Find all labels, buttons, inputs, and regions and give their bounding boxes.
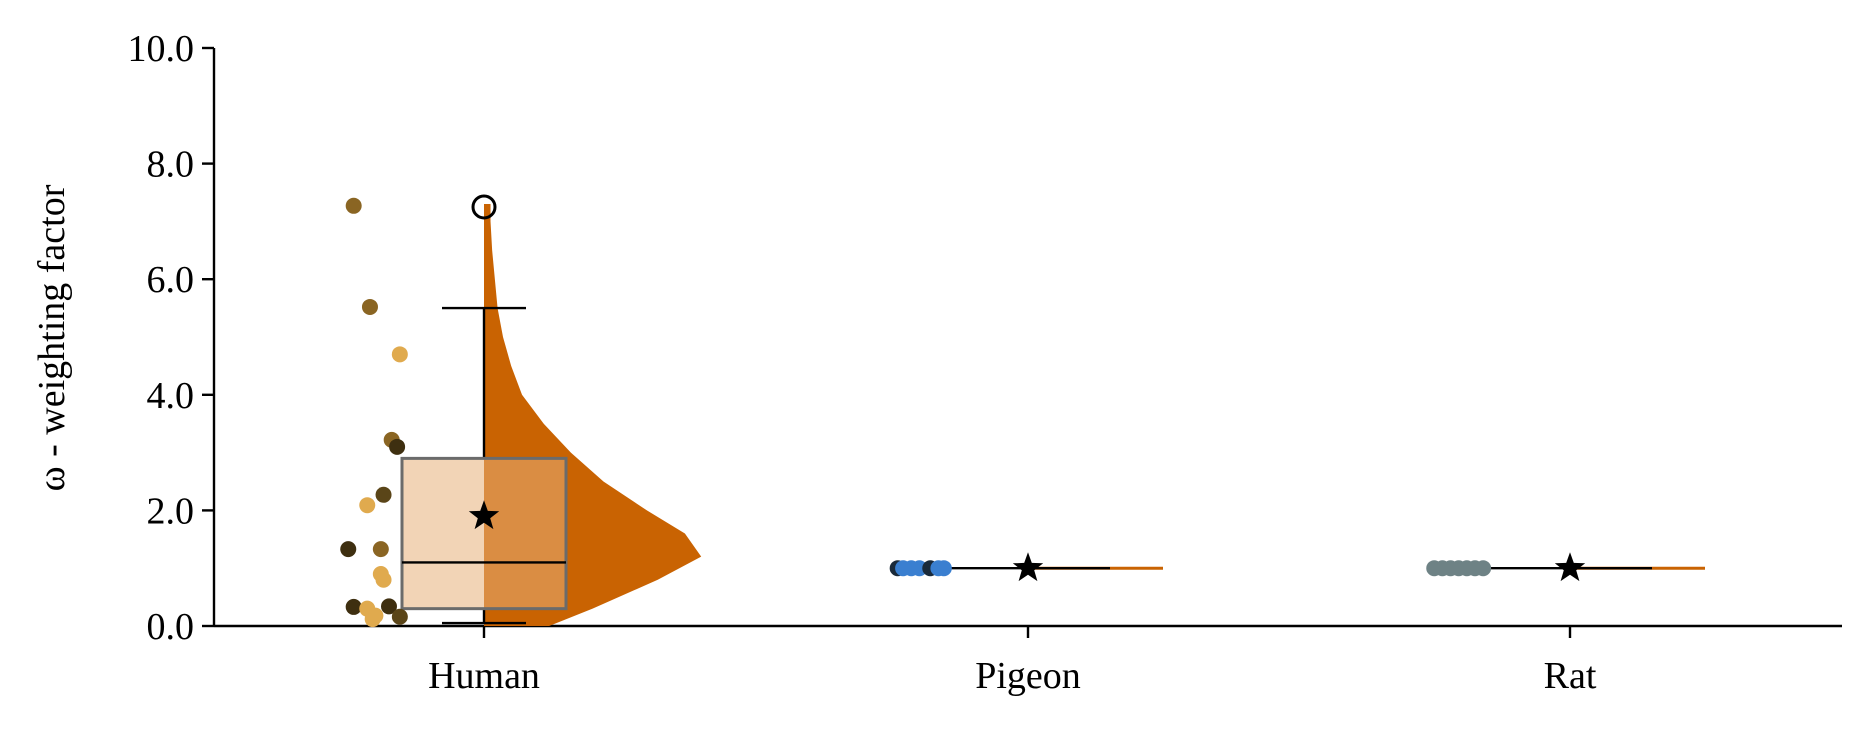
axes: 0.0 2.0 4.0 6.0 8.0 10.0 Human Pigeon Rat <box>128 28 1842 697</box>
strip-point <box>359 497 376 514</box>
y-tick-label: 10.0 <box>128 28 195 70</box>
strip-point <box>389 438 406 455</box>
mean-star <box>1012 552 1044 582</box>
y-tick-label: 0.0 <box>147 606 195 648</box>
strip-point <box>391 346 408 363</box>
x-tick-label: Rat <box>1544 655 1597 697</box>
outlier-point <box>471 194 497 220</box>
strip-point <box>372 541 389 558</box>
strip-point <box>364 611 381 628</box>
y-tick-label: 8.0 <box>147 144 195 186</box>
strip-point <box>340 541 357 558</box>
mean-star <box>1554 552 1586 582</box>
strip-point <box>361 298 378 315</box>
strip-point <box>345 598 362 615</box>
box <box>400 456 568 611</box>
mean-star <box>468 500 500 530</box>
y-tick-label: 4.0 <box>147 375 195 417</box>
strip-point <box>345 197 362 214</box>
x-tick-label: Human <box>428 655 540 697</box>
strip-point <box>380 598 397 615</box>
marks <box>340 194 1705 628</box>
strip-point <box>1475 560 1492 577</box>
strip-point <box>935 560 952 577</box>
strip-point <box>391 608 408 625</box>
y-tick-label: 6.0 <box>147 259 195 301</box>
y-axis-title-group: ω - weighting factor <box>31 184 73 491</box>
y-tick-label: 2.0 <box>147 490 195 532</box>
x-tick-label: Pigeon <box>975 655 1081 697</box>
strip-point <box>375 486 392 503</box>
y-axis-title: ω - weighting factor <box>31 184 73 491</box>
strip-point <box>375 571 392 588</box>
